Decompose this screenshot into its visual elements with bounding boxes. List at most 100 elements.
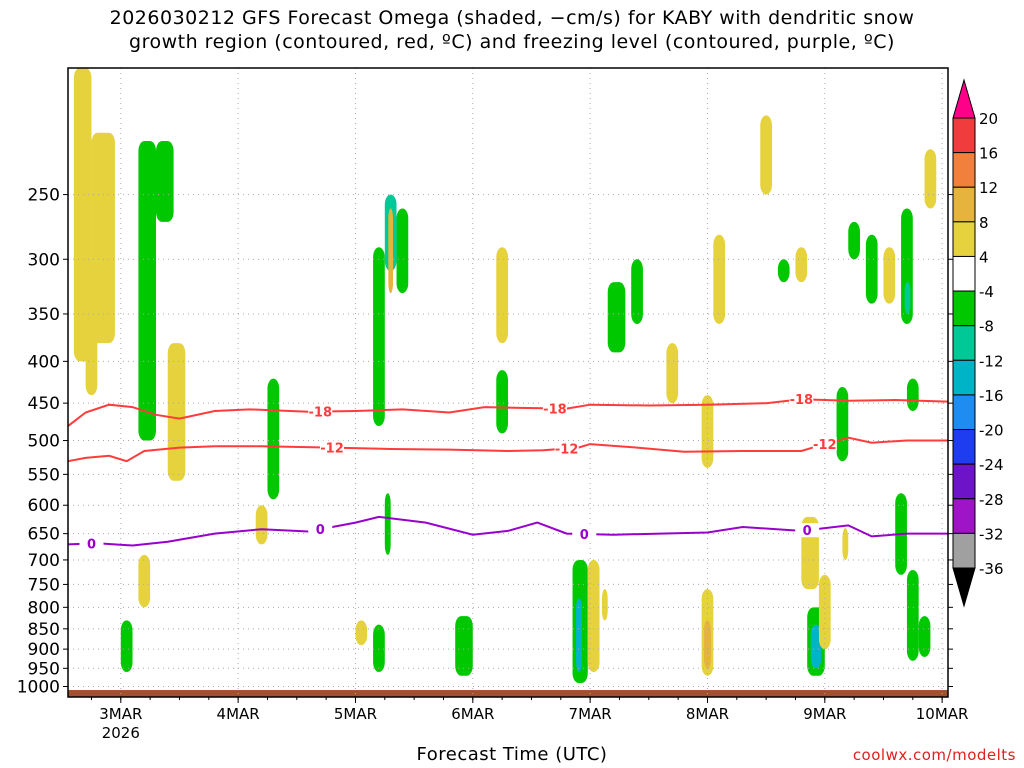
chart-title: 2026030212 GFS Forecast Omega (shaded, −… (0, 6, 1024, 54)
omega-region (576, 598, 582, 673)
contour-label: -18 (790, 393, 814, 408)
credit-link[interactable]: coolwx.com/modelts (852, 746, 1016, 764)
colorbar-label: -20 (979, 422, 1004, 440)
colorbar-label: -4 (979, 283, 994, 301)
x-tick-label: 6MAR (451, 705, 494, 723)
contour-label-bg (308, 522, 333, 537)
colorbar-box (952, 359, 976, 396)
colorbar-label: -12 (979, 352, 1004, 370)
y-tick-label: 950 (28, 659, 60, 679)
colorbar-box (952, 152, 976, 188)
omega-region (842, 528, 849, 560)
y-tick-label: 850 (28, 620, 60, 640)
colorbar-box (952, 532, 976, 569)
colorbar-label: 12 (979, 179, 998, 197)
omega-region (167, 343, 186, 481)
omega-region (91, 132, 115, 344)
omega-region (120, 620, 133, 673)
contour-label: -18 (543, 402, 567, 417)
colorbar-box (952, 498, 976, 534)
omega-region (138, 554, 151, 608)
contour-label-bg (554, 441, 579, 456)
omega-region (373, 247, 385, 427)
x-tick-label: 7MAR (569, 705, 612, 723)
omega-region (384, 493, 391, 555)
y-tick-label: 1000 (17, 678, 60, 698)
grid (68, 68, 948, 697)
colorbar-box (952, 463, 976, 500)
omega-region (836, 387, 849, 462)
y-tick-label: 450 (28, 394, 60, 414)
colorbar: 20 16 12 8 4 -4 -8 -12 -16 -20 -24 -28 -32 -36 (952, 78, 1004, 608)
omega-region (701, 395, 714, 468)
omega-region (713, 234, 726, 324)
colorbar-box (952, 325, 976, 361)
colorbar-label: 8 (979, 214, 989, 232)
y-tick-label: 800 (28, 598, 60, 618)
omega-region (760, 115, 772, 195)
colorbar-label: 16 (979, 145, 998, 163)
omega-region (795, 247, 808, 283)
omega-region (496, 247, 508, 344)
omega-region (883, 247, 896, 304)
colorbar-label: 20 (979, 110, 998, 128)
contour-label-bg (308, 404, 333, 419)
y-tick-label: 650 (28, 525, 60, 545)
contour-label: 0 (580, 528, 589, 543)
omega-region (156, 141, 174, 222)
y-tick-label: 700 (28, 551, 60, 571)
omega-region (906, 569, 919, 661)
omega-region (607, 282, 626, 353)
omega-region (810, 624, 822, 669)
contour-label-bg (789, 392, 814, 407)
omega-region (777, 259, 790, 283)
omega-region (373, 624, 385, 673)
y-tick-label: 300 (28, 250, 60, 270)
omega-region (388, 208, 394, 294)
contour-label: -18 (309, 406, 333, 421)
x-year-label: 2026 (102, 724, 140, 742)
colorbar-top-arrow (952, 78, 976, 119)
omega-region (255, 505, 268, 545)
colorbar-box (952, 394, 976, 431)
omega-region (587, 559, 600, 673)
title-line-2: growth region (contoured, red, ºC) and f… (129, 31, 895, 53)
omega-region (138, 141, 156, 441)
contour-label-bg (542, 401, 567, 416)
colorbar-label: -24 (979, 456, 1004, 474)
colorbar-bottom-arrow (952, 567, 976, 608)
colorbar-box (952, 290, 976, 327)
omega-shading (73, 68, 937, 683)
colorbar-label: -28 (979, 491, 1004, 509)
omega-region (396, 208, 409, 294)
contour-label-bg (320, 440, 344, 455)
contour-label-bg (812, 437, 837, 452)
colorbar-label: -8 (979, 318, 994, 336)
y-tick-label: 500 (28, 432, 60, 452)
colorbar-label: -32 (979, 525, 1004, 543)
y-tick-label: 550 (28, 465, 60, 485)
x-tick-label: 5MAR (334, 705, 377, 723)
x-axis-label: Forecast Time (UTC) (416, 744, 608, 765)
y-tick-label: 350 (28, 305, 60, 325)
omega-region (355, 620, 368, 646)
omega-region (818, 574, 831, 650)
colorbar-box (952, 429, 976, 465)
colorbar-box (952, 221, 976, 257)
y-tick-label: 400 (28, 352, 60, 372)
colorbar-label: 4 (979, 248, 989, 266)
omega-region (703, 620, 711, 669)
y-axis: 2503003504004505005506006507007508008509… (17, 186, 953, 698)
colorbar-box (952, 117, 976, 154)
y-tick-label: 600 (28, 496, 60, 516)
omega-region (267, 378, 280, 500)
contour-label: 0 (87, 538, 96, 553)
colorbar-label: -36 (979, 560, 1004, 578)
colorbar-box (952, 255, 976, 292)
contour-label-bg (572, 527, 597, 542)
contour-label-bg (795, 523, 820, 538)
x-tick-label: 9MAR (803, 705, 846, 723)
x-axis: 3MAR 4MAR 5MAR 6MAR 7MAR 8MAR 9MAR 10MAR 2026 (90, 697, 968, 742)
colorbar-label: -16 (979, 387, 1004, 405)
